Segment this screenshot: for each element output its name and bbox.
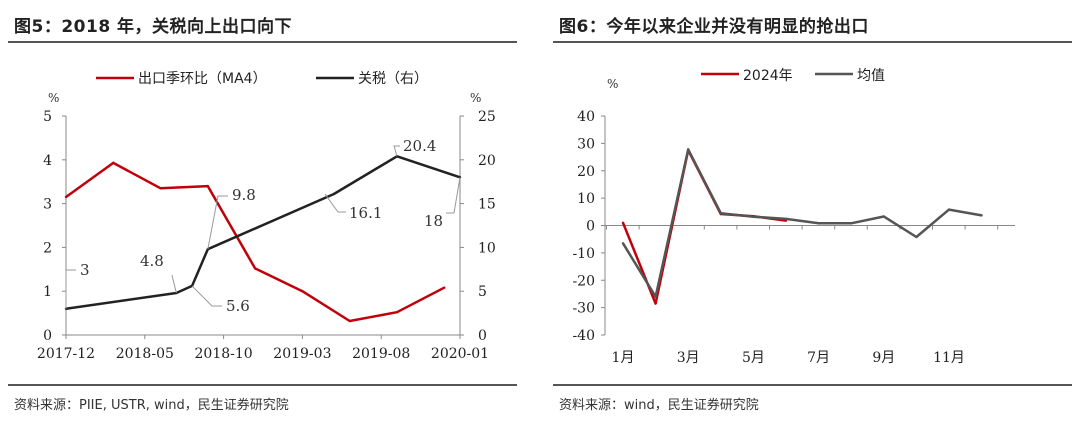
data-point-export — [253, 267, 257, 270]
left-title-rule — [8, 41, 517, 43]
series-line-average-point — [850, 222, 853, 225]
series-line-average-point — [817, 222, 820, 225]
right-y-unit: % — [470, 91, 481, 105]
series-line-average-point — [752, 215, 755, 218]
y-tick-label: -20 — [572, 273, 595, 289]
y-tick-label: -40 — [572, 328, 595, 344]
data-point-export — [112, 161, 115, 165]
callout-leader-18 — [446, 177, 461, 214]
right-source-note: 资料来源：wind，民生证券研究院 — [559, 398, 759, 413]
data-point-export — [159, 187, 162, 190]
x-tick-label: 2020-01 — [431, 346, 489, 362]
right-y-tick-label: 10 — [478, 240, 496, 256]
y-tick-label: 20 — [577, 164, 595, 180]
x-tick-label: 5月 — [742, 350, 765, 366]
x-tick-label: 2018-05 — [116, 346, 174, 362]
right-line-chart: -40 -30 -20 -10 0 10 20 30 40% 1月 3月 5月 7月 9月 11月 2024年… — [572, 68, 1015, 366]
left-y-tick-label: 4 — [43, 153, 52, 169]
callout-label-18: 18 — [424, 212, 443, 230]
callout-label-3: 3 — [80, 261, 90, 279]
right-chart-panel: 图6：今年以来企业并没有明显的抢出口 -40 -30 -20 -10 0 10 20 30 40… — [545, 0, 1080, 423]
right-bottom-rule — [553, 384, 1072, 386]
left-y-tick-label: 1 — [43, 284, 52, 300]
x-tick-label: 2018-10 — [195, 346, 253, 362]
x-tick-label: 3月 — [677, 350, 700, 366]
y-tick-label: 0 — [586, 219, 595, 235]
y-tick-label: -10 — [572, 246, 595, 262]
legend-label-tariff: 关税（右） — [358, 71, 428, 87]
left-chart-panel: 图5：2018 年，关税向上出口向下 0 1 2 3 4 5 0 5 10 15 20 25%% 201… — [0, 0, 525, 423]
x-tick-label: 2017-12 — [37, 346, 95, 362]
series-line-average-point — [947, 208, 951, 211]
x-tick-label: 2019-08 — [352, 346, 410, 362]
series-line-average-point — [980, 214, 983, 217]
left-y-unit: % — [48, 91, 59, 105]
x-tick-label: 7月 — [807, 350, 830, 366]
series-line-average-point — [784, 217, 788, 221]
callout-label-5-6: 5.6 — [226, 297, 250, 315]
left-line-chart: 0 1 2 3 4 5 0 5 10 15 20 25% % 2017-12 2018-05 2018-10 2… — [37, 71, 496, 362]
left-chart-title: 图5：2018 年，关税向上出口向下 — [14, 17, 293, 37]
right-y-tick-label: 5 — [478, 284, 487, 300]
y-tick-label: -30 — [572, 301, 595, 317]
callout-label-20-4: 20.4 — [403, 137, 436, 155]
series-line-average — [621, 148, 982, 298]
left-bottom-rule — [8, 384, 517, 386]
callout-leader-20-4 — [393, 145, 400, 157]
series-line-average-point — [654, 295, 657, 298]
series-line-average-point — [719, 211, 722, 215]
series-line-2024-point — [654, 302, 657, 305]
legend-label-2024: 2024年 — [743, 68, 793, 84]
legend-label-average: 均值 — [857, 68, 885, 84]
callout-label-4-8: 4.8 — [140, 252, 164, 270]
data-point-export — [348, 319, 351, 323]
callout-leader-3 — [65, 269, 76, 309]
data-point-export — [64, 195, 68, 199]
x-tick-label: 11月 — [933, 350, 965, 366]
right-y-tick-label: 20 — [478, 153, 496, 169]
left-y-tick-label: 0 — [43, 328, 52, 344]
callout-leader-9-8 — [207, 195, 228, 250]
y-tick-label: 10 — [577, 191, 595, 207]
data-point-export — [301, 290, 304, 293]
right-y-tick-label: 15 — [478, 197, 496, 213]
series-line-2024-point — [621, 221, 625, 224]
x-tick-label: 1月 — [612, 350, 635, 366]
series-line-average-point — [915, 235, 918, 239]
x-tick-label: 2019-03 — [273, 346, 331, 362]
callout-leader-5-6 — [191, 285, 222, 307]
data-point-export — [443, 286, 446, 289]
right-y-tick-label: 0 — [478, 328, 487, 344]
legend-label-export: 出口季环比（MA4） — [138, 71, 267, 87]
right-y-tick-label: 25 — [478, 109, 496, 125]
left-y-tick-label: 3 — [43, 197, 52, 213]
callout-label-16-1: 16.1 — [349, 204, 382, 222]
series-line-average-point — [621, 242, 625, 245]
right-title-rule — [553, 41, 1072, 43]
data-point-export — [395, 311, 399, 314]
right-chart-title: 图6：今年以来企业并没有明显的抢出口 — [559, 17, 869, 37]
series-line-tariff — [65, 155, 461, 310]
left-y-tick-label: 2 — [43, 240, 52, 256]
data-point-tariff — [332, 192, 336, 196]
series-line-average-point — [687, 148, 690, 151]
left-source-note: 资料来源：PIIE, USTR, wind，民生证券研究院 — [14, 398, 289, 413]
data-point-export — [206, 184, 210, 188]
y-unit: % — [607, 77, 618, 91]
callout-leader-16-1 — [324, 193, 346, 213]
x-tick-label: 9月 — [872, 350, 895, 366]
callout-label-9-8: 9.8 — [232, 186, 256, 204]
y-tick-label: 40 — [577, 109, 595, 125]
y-tick-label: 30 — [577, 136, 595, 152]
callout-leader-4-8 — [171, 274, 177, 294]
series-line-average-point — [882, 215, 885, 218]
left-y-tick-label: 5 — [43, 109, 52, 125]
